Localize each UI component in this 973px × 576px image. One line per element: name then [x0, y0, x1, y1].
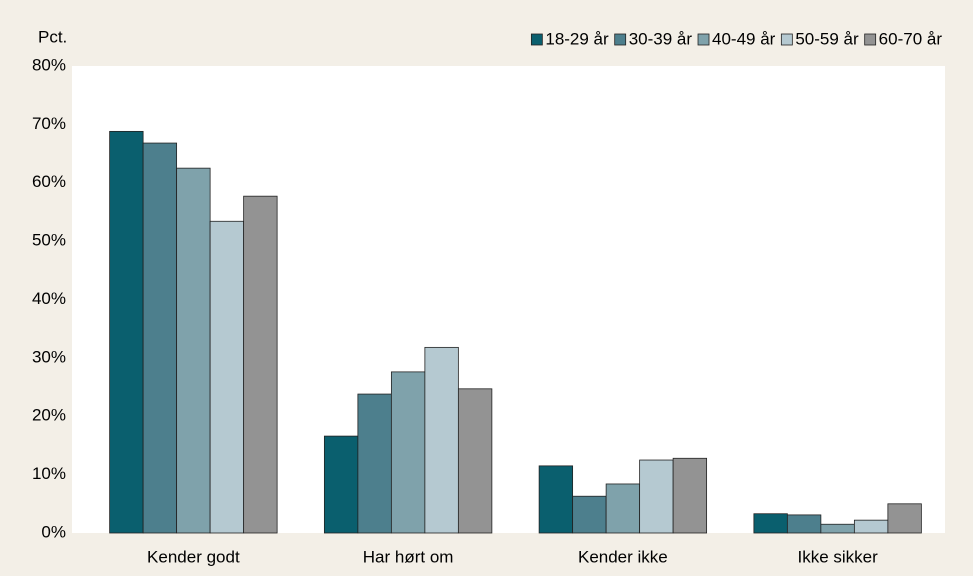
bar [887, 503, 922, 534]
legend-label: 18-29 år [545, 29, 609, 48]
y-tick-label: 80% [32, 55, 66, 74]
bar [243, 195, 278, 534]
y-tick-label: 70% [32, 114, 66, 133]
y-tick-label: 10% [32, 464, 66, 483]
bar [786, 514, 822, 534]
bar [639, 459, 674, 534]
y-tick-label: 30% [32, 347, 66, 366]
bar [672, 457, 708, 534]
bar [753, 513, 788, 534]
legend-swatch [780, 33, 793, 46]
bar [323, 435, 359, 534]
bar [142, 142, 178, 534]
bar [605, 483, 641, 534]
legend-swatch [864, 33, 877, 46]
y-tick-label: 40% [32, 289, 66, 308]
bar [109, 130, 144, 534]
y-axis-label: Pct. [38, 27, 67, 46]
x-tick-label: Har hørt om [363, 547, 454, 566]
bar [424, 346, 459, 534]
legend-label: 40-49 år [712, 29, 776, 48]
x-tick-label: Kender ikke [578, 547, 668, 566]
bar [390, 371, 426, 534]
bar [457, 388, 493, 534]
bar [538, 465, 574, 534]
legend-label: 60-70 år [879, 29, 943, 48]
bar [853, 519, 889, 534]
legend-label: 30-39 år [629, 29, 693, 48]
bar [209, 220, 245, 534]
bar [357, 393, 392, 534]
bar [176, 167, 211, 534]
y-tick-label: 20% [32, 406, 66, 425]
legend-swatch [614, 33, 627, 46]
x-tick-label: Kender godt [147, 547, 240, 566]
y-tick-label: 50% [32, 231, 66, 250]
x-tick-label: Ikke sikker [797, 547, 878, 566]
bar [572, 495, 607, 534]
y-tick-label: 60% [32, 172, 66, 191]
legend-swatch [530, 33, 543, 46]
legend-swatch [697, 33, 710, 46]
y-tick-label: 0% [41, 522, 66, 541]
legend-label: 50-59 år [795, 29, 859, 48]
bar [820, 523, 855, 534]
